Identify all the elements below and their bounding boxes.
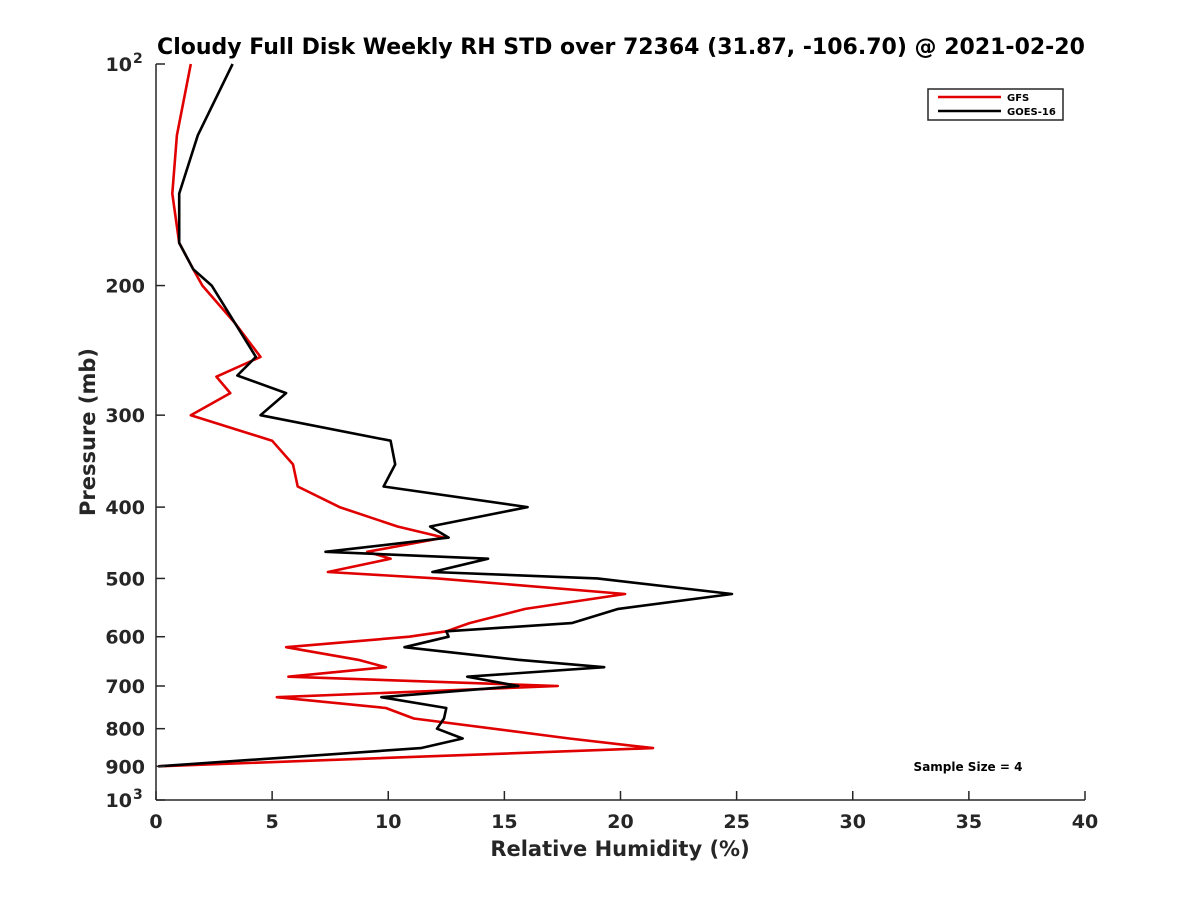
y-tick-label: 200 — [105, 276, 145, 298]
x-axis-ticks: 0 5 10 15 20 25 30 35 40 — [149, 791, 1098, 833]
y-tick-exponent: 3 — [133, 787, 143, 803]
x-tick-label: 20 — [607, 811, 633, 833]
y-tick-label: 900 — [105, 756, 145, 778]
y-tick-label: 800 — [105, 719, 145, 741]
y-tick-label: 700 — [105, 676, 145, 698]
legend-label-gfs: GFS — [1007, 93, 1029, 104]
x-tick-label: 40 — [1072, 811, 1098, 833]
series-line-goes16 — [158, 63, 734, 768]
y-tick-exponent: 2 — [133, 51, 143, 67]
x-tick-label: 30 — [840, 811, 866, 833]
y-tick-label: 10 — [106, 54, 132, 76]
x-tick-label: 10 — [375, 811, 401, 833]
chart-title: Cloudy Full Disk Weekly RH STD over 7236… — [157, 35, 1085, 60]
x-tick-label: 5 — [266, 811, 279, 833]
y-tick-label: 500 — [105, 568, 145, 590]
sample-size-annotation: Sample Size = 4 — [914, 760, 1023, 774]
x-axis-title: Relative Humidity (%) — [490, 837, 749, 861]
x-tick-label: 25 — [723, 811, 749, 833]
y-tick-label: 600 — [105, 627, 145, 649]
y-axis-title: Pressure (mb) — [76, 348, 100, 516]
legend: GFS GOES-16 — [927, 88, 1064, 121]
x-tick-label: 15 — [491, 811, 517, 833]
series-layer — [158, 63, 734, 768]
legend-box — [927, 88, 1064, 121]
y-tick-label: 10 — [106, 790, 132, 812]
y-tick-label: 300 — [105, 405, 145, 427]
x-tick-label: 0 — [149, 811, 162, 833]
x-tick-label: 35 — [956, 811, 982, 833]
y-tick-label: 400 — [105, 497, 145, 519]
legend-label-goes16: GOES-16 — [1007, 107, 1056, 118]
